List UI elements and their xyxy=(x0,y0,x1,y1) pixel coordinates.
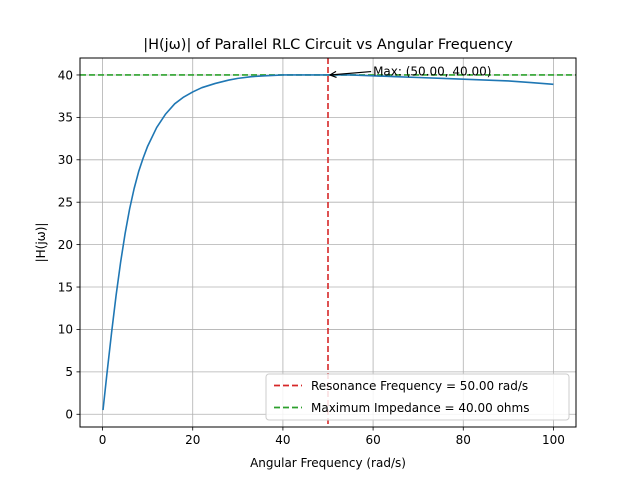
annotation-text: Max: (50.00, 40.00) xyxy=(373,65,491,79)
x-axis-label: Angular Frequency (rad/s) xyxy=(250,456,406,470)
chart-title: |H(jω)| of Parallel RLC Circuit vs Angul… xyxy=(143,37,513,53)
x-tick-label: 20 xyxy=(185,433,200,447)
y-axis: 0 5 10 15 20 25 30 35 40 xyxy=(58,68,80,422)
y-tick-label: 5 xyxy=(65,365,73,379)
legend-label-resonance: Resonance Frequency = 50.00 rad/s xyxy=(311,379,528,393)
y-tick-label: 35 xyxy=(58,111,73,125)
x-tick-label: 40 xyxy=(275,433,290,447)
annotation: Max: (50.00, 40.00) xyxy=(328,65,491,79)
annotation-arrow xyxy=(329,70,372,76)
plot-frame xyxy=(79,57,577,428)
y-tick-label: 0 xyxy=(65,408,73,422)
y-tick-label: 15 xyxy=(58,280,73,294)
y-tick-label: 30 xyxy=(58,153,73,167)
series-line-impedance xyxy=(102,74,554,411)
legend-label-max-impedance: Maximum Impedance = 40.00 ohms xyxy=(311,401,529,415)
series-layer xyxy=(102,74,554,411)
x-axis: 0 20 40 60 80 100 xyxy=(99,427,565,447)
y-tick-label: 20 xyxy=(58,238,73,252)
x-tick-label: 100 xyxy=(542,433,565,447)
x-tick-label: 0 xyxy=(99,433,107,447)
annotation-arrow-head xyxy=(328,70,337,79)
y-tick-label: 25 xyxy=(58,196,73,210)
x-tick-label: 60 xyxy=(365,433,380,447)
y-axis-label: |H(jω)| xyxy=(34,223,48,263)
y-tick-label: 40 xyxy=(58,68,73,82)
y-tick-label: 10 xyxy=(58,323,73,337)
legend: Resonance Frequency = 50.00 rad/s Maximu… xyxy=(265,373,570,421)
x-tick-label: 80 xyxy=(456,433,471,447)
legend-box xyxy=(265,373,570,421)
